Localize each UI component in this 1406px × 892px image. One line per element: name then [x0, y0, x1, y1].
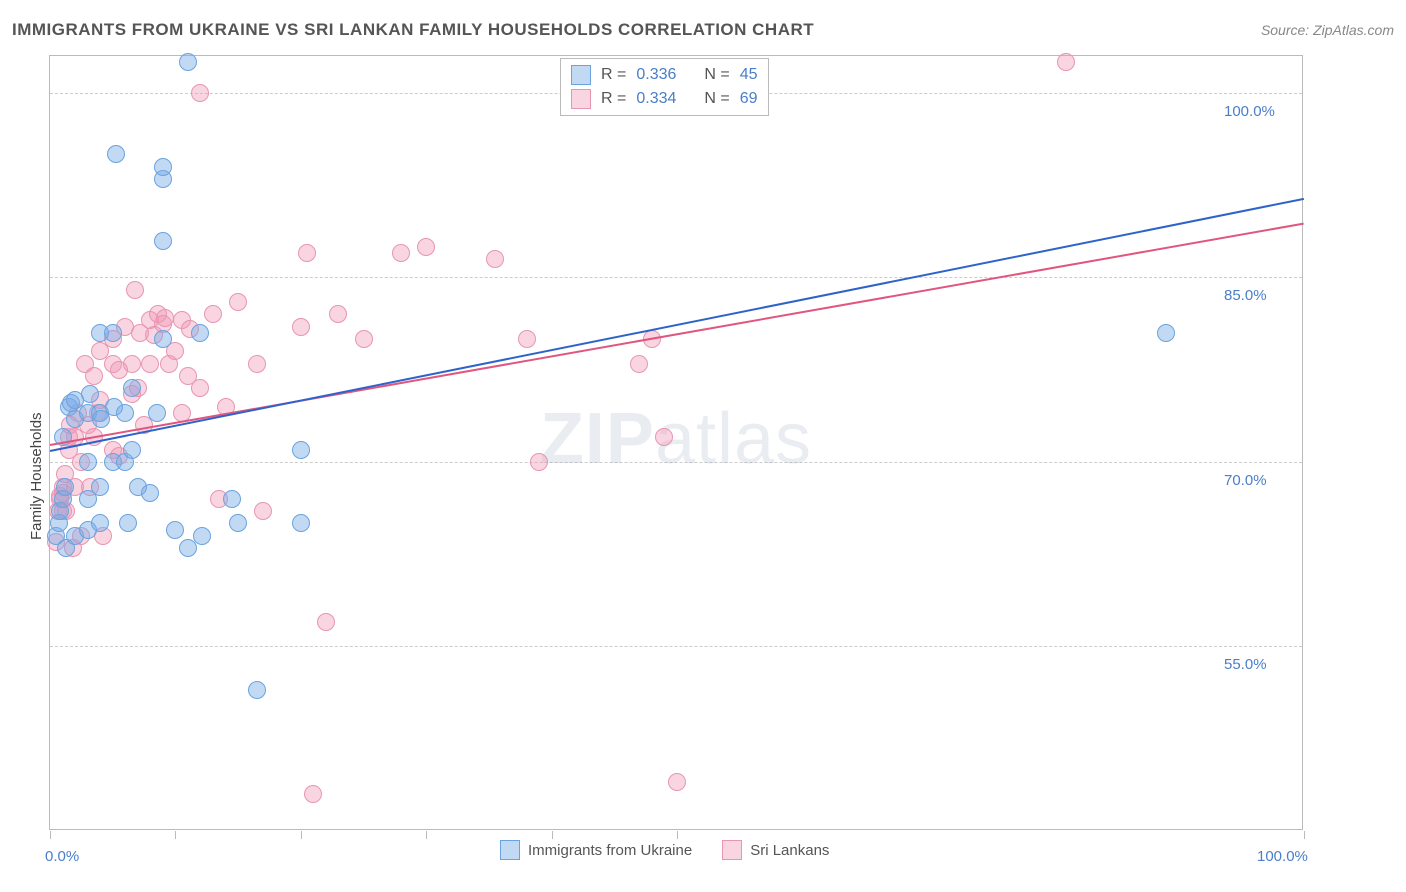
x-tick [552, 831, 553, 839]
stat-r-a: 0.336 [636, 66, 676, 84]
data-point [148, 404, 166, 422]
title-bar: IMMIGRANTS FROM UKRAINE VS SRI LANKAN FA… [12, 20, 1394, 40]
data-point [191, 84, 209, 102]
legend-label-a: Immigrants from Ukraine [528, 842, 692, 859]
plot-area: ZIPatlas 55.0% 70.0% 85.0% 100.0% [49, 55, 1303, 830]
source-label: Source: ZipAtlas.com [1261, 22, 1394, 38]
stat-r-b: 0.334 [636, 90, 676, 108]
data-point [329, 305, 347, 323]
data-point [1057, 53, 1075, 71]
stats-row-b: R = 0.334 N = 69 [571, 87, 758, 111]
x-tick-label: 100.0% [1257, 848, 1308, 865]
y-tick-label: 70.0% [1224, 472, 1267, 489]
data-point [191, 379, 209, 397]
data-point [518, 330, 536, 348]
data-point [193, 527, 211, 545]
stat-n-label: N = [704, 66, 729, 84]
x-tick [426, 831, 427, 839]
data-point [292, 514, 310, 532]
data-point [123, 441, 141, 459]
data-point [486, 250, 504, 268]
stat-n-b: 69 [740, 90, 758, 108]
gridline [50, 646, 1302, 647]
stat-r-label: R = [601, 66, 626, 84]
data-point [191, 324, 209, 342]
data-point [1157, 324, 1175, 342]
data-point [292, 441, 310, 459]
data-point [123, 379, 141, 397]
data-point [91, 478, 109, 496]
data-point [154, 158, 172, 176]
stat-r-label-b: R = [601, 90, 626, 108]
data-point [107, 145, 125, 163]
stats-legend-box: R = 0.336 N = 45 R = 0.334 N = 69 [560, 58, 769, 116]
data-point [116, 404, 134, 422]
data-point [119, 514, 137, 532]
x-tick [175, 831, 176, 839]
chart-title: IMMIGRANTS FROM UKRAINE VS SRI LANKAN FA… [12, 20, 814, 40]
data-point [248, 355, 266, 373]
x-tick-label: 0.0% [45, 848, 79, 865]
data-point [204, 305, 222, 323]
data-point [417, 238, 435, 256]
data-point [317, 613, 335, 631]
gridline [50, 277, 1302, 278]
y-tick-label: 85.0% [1224, 287, 1267, 304]
y-tick-label: 55.0% [1224, 656, 1267, 673]
legend-item-b: Sri Lankans [722, 840, 829, 860]
swatch-series-b [571, 89, 591, 109]
data-point [91, 514, 109, 532]
data-point [166, 521, 184, 539]
data-point [530, 453, 548, 471]
data-point [81, 385, 99, 403]
watermark: ZIPatlas [540, 397, 812, 479]
gridline [50, 462, 1302, 463]
legend-swatch-a [500, 840, 520, 860]
data-point [229, 514, 247, 532]
x-tick [1304, 831, 1305, 839]
y-tick-label: 100.0% [1224, 103, 1275, 120]
legend-swatch-b [722, 840, 742, 860]
trend-line [50, 197, 1304, 451]
data-point [85, 367, 103, 385]
x-tick [50, 831, 51, 839]
data-point [179, 53, 197, 71]
data-point [156, 309, 174, 327]
data-point [248, 681, 266, 699]
legend-label-b: Sri Lankans [750, 842, 829, 859]
data-point [298, 244, 316, 262]
x-tick [301, 831, 302, 839]
legend-item-a: Immigrants from Ukraine [500, 840, 692, 860]
watermark-bold: ZIP [540, 398, 655, 478]
data-point [668, 773, 686, 791]
data-point [141, 484, 159, 502]
data-point [123, 355, 141, 373]
data-point [79, 453, 97, 471]
data-point [292, 318, 310, 336]
y-axis-label: Family Households [28, 412, 45, 540]
data-point [126, 281, 144, 299]
data-point [355, 330, 373, 348]
data-point [56, 478, 74, 496]
data-point [254, 502, 272, 520]
stat-n-label-b: N = [704, 90, 729, 108]
data-point [304, 785, 322, 803]
data-point [141, 355, 159, 373]
data-point [655, 428, 673, 446]
stats-row-a: R = 0.336 N = 45 [571, 63, 758, 87]
stat-n-a: 45 [740, 66, 758, 84]
data-point [630, 355, 648, 373]
bottom-legend: Immigrants from Ukraine Sri Lankans [500, 840, 829, 860]
swatch-series-a [571, 65, 591, 85]
data-point [229, 293, 247, 311]
data-point [392, 244, 410, 262]
data-point [104, 324, 122, 342]
data-point [154, 330, 172, 348]
data-point [154, 232, 172, 250]
watermark-rest: atlas [655, 398, 812, 478]
x-tick [677, 831, 678, 839]
data-point [223, 490, 241, 508]
